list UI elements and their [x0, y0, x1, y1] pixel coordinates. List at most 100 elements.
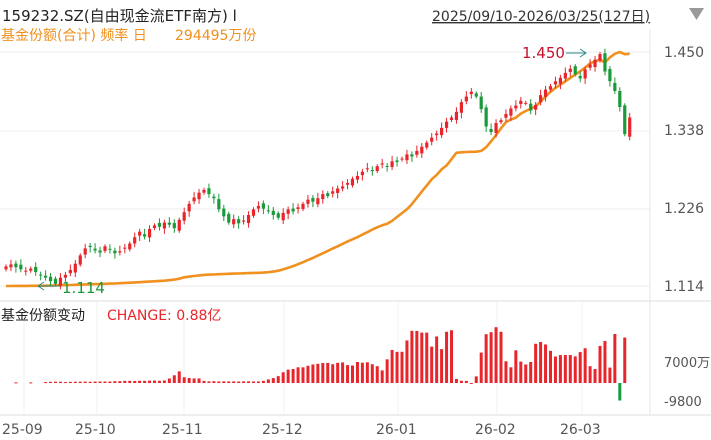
candle-body — [519, 100, 523, 104]
candle-body — [321, 194, 325, 200]
change-bar — [93, 381, 97, 383]
x-tick-label: 26-01 — [376, 422, 417, 438]
change-bar — [534, 343, 538, 383]
candle-body — [207, 188, 211, 195]
candle-body — [276, 213, 280, 218]
change-bar — [454, 378, 458, 383]
change-bar — [563, 355, 567, 383]
change-bar — [484, 334, 488, 383]
candle-body — [266, 210, 270, 212]
candle-body — [440, 127, 444, 136]
change-bar — [266, 379, 270, 383]
subtitle-value: 294495万份 — [175, 28, 256, 44]
change-bar — [549, 350, 552, 383]
change-bar — [237, 381, 241, 383]
candle-body — [123, 247, 127, 249]
change-bar — [54, 381, 57, 383]
candle-body — [543, 89, 548, 97]
candle-body — [271, 210, 275, 215]
change-bar — [276, 376, 280, 383]
candle-body — [341, 186, 345, 189]
candle-body — [385, 165, 389, 167]
candle-body — [583, 69, 587, 79]
change-bar — [519, 361, 523, 383]
candle-body — [529, 103, 533, 111]
candle-body — [469, 91, 473, 95]
candle-body — [39, 274, 43, 276]
annotations: 1.450 1.114 — [37, 44, 587, 297]
date-range[interactable]: 2025/09/10-2026/03/25(127日) — [432, 9, 650, 25]
change-bar — [479, 352, 483, 383]
change-bar — [68, 381, 72, 383]
change-bar — [157, 380, 161, 383]
change-bar — [539, 341, 543, 383]
change-bar — [271, 378, 275, 383]
candle-body — [78, 255, 82, 265]
candle-body — [534, 104, 538, 110]
candle-body — [187, 203, 191, 212]
candle-body — [157, 222, 162, 227]
candle-body — [316, 198, 320, 205]
candle-body — [360, 171, 364, 176]
change-bar — [83, 381, 87, 383]
change-bar — [583, 348, 587, 383]
change-bar — [212, 381, 216, 383]
change-bar — [133, 380, 137, 383]
triangle-down-icon[interactable] — [689, 8, 704, 20]
y-tick-label: 1.226 — [664, 201, 704, 217]
lower-panel-label: 基金份额变动 — [1, 307, 85, 324]
change-bar — [355, 362, 359, 383]
share-line — [6, 50, 630, 288]
change-bar — [435, 336, 439, 383]
candle-body — [479, 96, 483, 110]
candle-body — [370, 169, 374, 172]
candle-body — [44, 275, 48, 278]
candle-body — [251, 209, 256, 216]
candle-body — [395, 160, 399, 163]
candle-body — [4, 266, 8, 270]
candle-body — [222, 208, 226, 217]
change-bar — [44, 382, 48, 384]
change-bar — [222, 381, 226, 383]
change-bar — [445, 331, 449, 383]
change-bar — [261, 380, 265, 383]
candle-body — [603, 53, 607, 72]
candle-body — [613, 82, 617, 91]
change-bar — [128, 380, 132, 383]
candle-body — [553, 81, 558, 85]
candle-body — [118, 251, 122, 253]
change-bar — [420, 332, 424, 383]
candle-body — [350, 178, 355, 186]
candle-body — [474, 93, 478, 97]
change-bar — [346, 365, 350, 383]
candle-body — [336, 188, 340, 193]
candle-body — [133, 237, 137, 244]
candle-body — [345, 182, 350, 185]
candle-body — [489, 129, 493, 133]
candle-body — [182, 212, 186, 221]
change-bar — [281, 372, 285, 383]
change-bar — [217, 381, 221, 383]
candle-body — [291, 208, 295, 212]
x-tick-label: 26-02 — [475, 422, 516, 438]
change-bar — [425, 332, 429, 383]
candle-body — [202, 189, 206, 193]
candle-body — [73, 263, 77, 273]
change-bar — [247, 381, 251, 383]
candle-body — [410, 154, 414, 157]
change-bar — [138, 380, 142, 383]
candle-body — [237, 219, 241, 224]
change-bar — [390, 349, 394, 383]
change-bar — [123, 380, 127, 383]
annotation-low-label: 1.114 — [62, 279, 105, 297]
candle-body — [494, 123, 498, 133]
candle-body — [355, 175, 360, 180]
candle-body — [177, 219, 181, 231]
change-bar — [474, 376, 478, 383]
candle-body — [296, 207, 300, 209]
change-bar — [499, 331, 503, 383]
change-bar — [14, 382, 18, 384]
change-bar — [524, 364, 528, 383]
candle-body — [380, 163, 384, 165]
candle-body — [623, 105, 627, 135]
